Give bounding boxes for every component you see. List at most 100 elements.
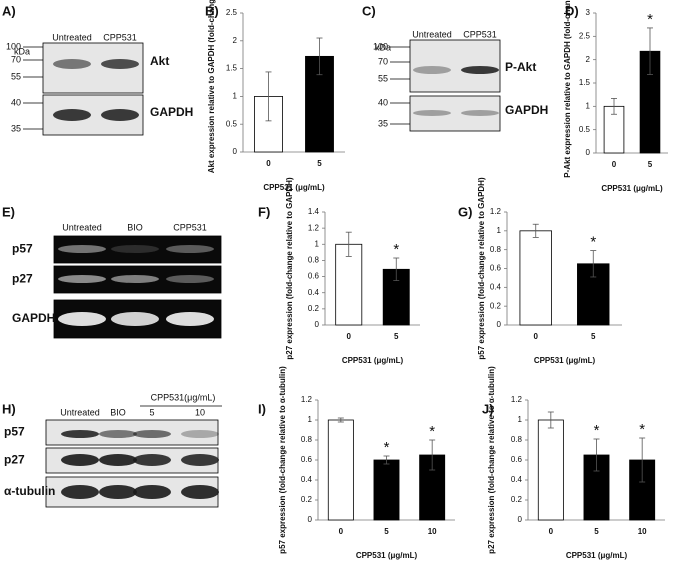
y-tick-label: 0.6 [511, 455, 523, 464]
marker-label: 70 [378, 56, 388, 66]
band [111, 275, 159, 283]
x-tick-label: 0 [534, 332, 539, 341]
x-tick-label: 5 [594, 527, 599, 536]
y-axis-label: p27 expression (fold-change relative to … [487, 366, 496, 554]
bar [373, 459, 400, 521]
x-tick-label: 0 [347, 332, 352, 341]
y-tick-label: 1.5 [579, 78, 591, 87]
x-tick-label: 0 [549, 527, 554, 536]
band [101, 59, 139, 69]
bar [327, 419, 354, 521]
significance: * [639, 421, 645, 438]
band [181, 454, 219, 466]
significance: * [393, 241, 399, 258]
row-label: p27 [4, 453, 25, 467]
panel-letter: H) [2, 401, 16, 416]
x-axis-label: CPP531 (μg/mL) [263, 183, 325, 192]
y-tick-label: 0 [308, 515, 313, 524]
x-tick-label: 5 [317, 159, 322, 168]
marker-label: 35 [378, 118, 388, 128]
x-tick-label: 10 [428, 527, 437, 536]
panel-letter: B) [205, 3, 219, 18]
y-tick-label: 1.2 [511, 395, 523, 404]
x-tick-label: 5 [384, 527, 389, 536]
band [58, 312, 106, 326]
y-tick-label: 0.5 [579, 125, 591, 134]
y-tick-label: 0.6 [308, 272, 320, 281]
x-axis-label: CPP531 (μg/mL) [342, 356, 404, 365]
y-tick-label: 0.2 [308, 304, 320, 313]
band [181, 485, 219, 499]
x-axis-label: CPP531 (μg/mL) [566, 551, 628, 560]
x-tick-label: 0 [339, 527, 344, 536]
band [61, 454, 99, 466]
y-tick-label: 1 [497, 226, 502, 235]
x-axis-label: CPP531 (μg/mL) [356, 551, 418, 560]
group-label: CPP531(μg/mL) [151, 392, 216, 402]
band [53, 59, 91, 69]
lane-label: Untreated [412, 29, 452, 39]
lane-label: 5 [149, 407, 154, 417]
y-tick-label: 0 [518, 515, 523, 524]
y-tick-label: 1 [308, 415, 313, 424]
y-tick-label: 0.8 [511, 435, 523, 444]
band [166, 245, 214, 253]
y-tick-label: 3 [586, 8, 591, 17]
lane-label: Untreated [52, 32, 92, 42]
band [61, 485, 99, 499]
significance: * [594, 422, 600, 439]
band [461, 110, 499, 116]
panel-letter: E) [2, 204, 15, 219]
band [133, 430, 171, 438]
y-axis-label: P-Akt expression relative to GAPDH (fold… [563, 0, 572, 178]
band [133, 485, 171, 499]
band [413, 110, 451, 116]
y-tick-label: 2 [586, 55, 591, 64]
row-label: P-Akt [505, 60, 536, 74]
bar [419, 454, 446, 521]
x-axis-label: CPP531 (μg/mL) [534, 356, 596, 365]
band [58, 275, 106, 283]
marker-label: 40 [378, 97, 388, 107]
lane-label: BIO [127, 222, 143, 232]
band [99, 430, 137, 438]
marker-label: 35 [11, 123, 21, 133]
y-tick-label: 0.6 [301, 455, 313, 464]
blot-panel [409, 39, 501, 93]
y-tick-label: 2.5 [579, 31, 591, 40]
y-tick-label: 0 [497, 320, 502, 329]
band [133, 454, 171, 466]
y-axis-label: Akt expression relative to GAPDH (fold-c… [207, 0, 216, 173]
y-tick-label: 1 [518, 415, 523, 424]
row-label: GAPDH [505, 103, 548, 117]
panel-letter: D) [565, 3, 579, 18]
row-label: GAPDH [150, 105, 193, 119]
y-tick-label: 0.4 [308, 288, 320, 297]
band [53, 109, 91, 121]
y-axis-label: p57 expression (fold-change relative to … [278, 366, 287, 554]
marker-label: 100 [373, 41, 388, 51]
band [166, 312, 214, 326]
band [58, 245, 106, 253]
y-tick-label: 0.6 [490, 264, 502, 273]
y-tick-label: 0.2 [511, 495, 523, 504]
y-tick-label: 2 [233, 36, 238, 45]
marker-label: 100 [6, 41, 21, 51]
y-tick-label: 1.2 [301, 395, 313, 404]
marker-label: 40 [11, 97, 21, 107]
y-tick-label: 1.2 [308, 223, 320, 232]
y-tick-label: 2.5 [226, 8, 238, 17]
y-tick-label: 0 [586, 148, 591, 157]
y-tick-label: 1 [233, 92, 238, 101]
y-axis-label: p57 expression (fold-change relative to … [477, 177, 486, 360]
bar [537, 419, 564, 521]
band [101, 109, 139, 121]
y-tick-label: 0.2 [301, 495, 313, 504]
x-tick-label: 5 [648, 160, 653, 169]
bar [335, 243, 363, 326]
blot-panel [53, 235, 222, 264]
y-tick-label: 0.4 [511, 475, 523, 484]
row-label: α-tubulin [4, 484, 55, 498]
band [166, 275, 214, 283]
